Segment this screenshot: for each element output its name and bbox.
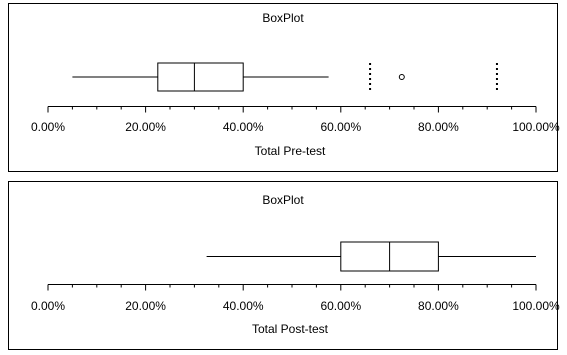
x-axis: 0.00% 20.00% 40.00% 60.00% 80.00% 100.00% (31, 284, 560, 313)
x-tick-label: 20.00% (125, 299, 166, 313)
x-tick-label: 20.00% (125, 120, 166, 134)
box-plot (206, 241, 536, 272)
chart-title: BoxPlot (262, 11, 304, 25)
x-tick-label: 100.00% (512, 120, 560, 134)
x-tick-label: 100.00% (512, 299, 560, 313)
x-axis: 0.00% 20.00% 40.00% 60.00% 80.00% 100.00% (31, 106, 560, 134)
x-tick-label: 60.00% (320, 299, 361, 313)
chart-title: BoxPlot (262, 193, 304, 207)
x-tick-label: 0.00% (31, 299, 65, 313)
interquartile-box (157, 62, 244, 92)
panel-frame (8, 181, 558, 350)
x-tick-label: 0.00% (31, 120, 65, 134)
x-axis-label: Total Post-test (252, 322, 329, 336)
post-test-boxplot-panel: BoxPlot 0.00% 20.00% 40.00% 60.00% 80.00% 100… (8, 181, 560, 350)
x-axis-label: Total Pre-test (255, 144, 326, 158)
panel-frame (8, 3, 558, 172)
x-tick-label: 80.00% (418, 299, 459, 313)
x-tick-label: 80.00% (418, 120, 459, 134)
x-tick-label: 40.00% (223, 299, 264, 313)
pre-test-boxplot-panel: BoxPlot 0.00% 20.00% 40.00% 60.00% 80.00% 100… (8, 3, 560, 172)
x-tick-label: 60.00% (320, 120, 361, 134)
x-tick-label: 40.00% (223, 120, 264, 134)
box-plot (72, 62, 498, 92)
outlier-point (398, 74, 405, 80)
